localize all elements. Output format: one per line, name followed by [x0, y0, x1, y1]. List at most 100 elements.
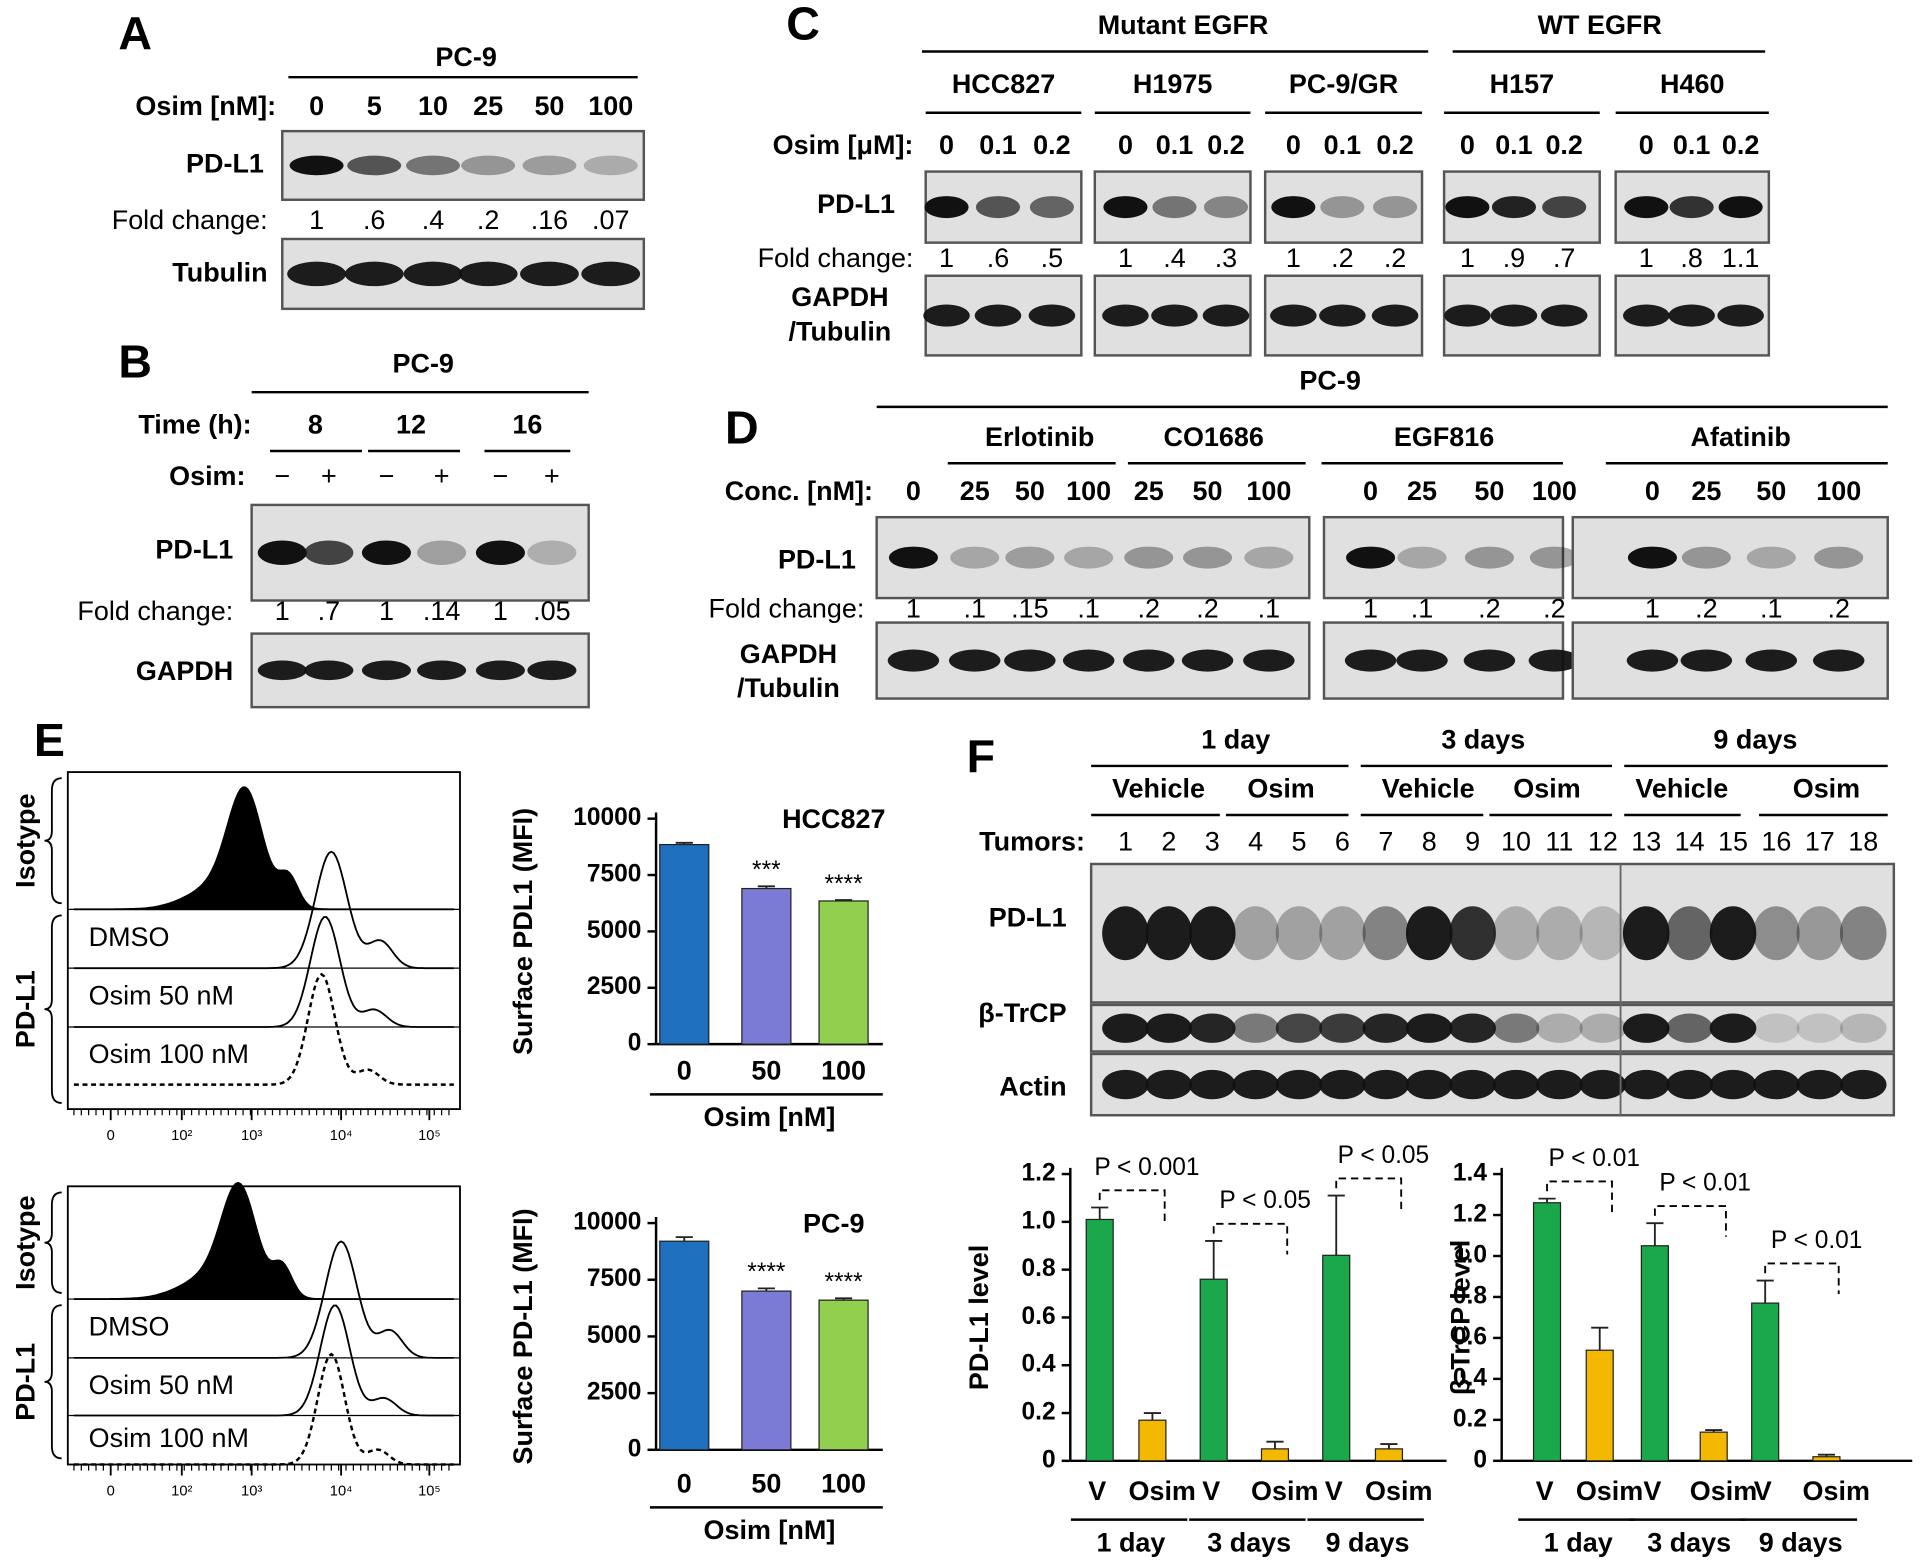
band	[1203, 196, 1248, 219]
label: 0	[1118, 130, 1133, 160]
x-tick-label: V	[1088, 1476, 1106, 1506]
band	[287, 261, 347, 287]
band	[1319, 1069, 1366, 1100]
label: 0	[906, 476, 921, 506]
label: Fold change:	[77, 596, 233, 626]
band	[888, 546, 938, 569]
y-tick-label: 0.8	[1453, 1282, 1487, 1309]
label: PD-L1	[817, 189, 895, 219]
band	[1275, 1069, 1323, 1100]
histogram-curve	[73, 1240, 454, 1359]
annotation: P < 0.01	[1659, 1169, 1751, 1196]
label: 0.1	[1324, 130, 1361, 160]
histogram-curve	[73, 916, 454, 1028]
label: 16	[512, 410, 542, 440]
label: GAPDH	[791, 282, 888, 312]
x-tick-label: V	[1643, 1476, 1661, 1506]
band	[1624, 196, 1669, 219]
label: 10²	[171, 1128, 192, 1144]
band	[417, 660, 467, 681]
label: Osim	[1247, 774, 1314, 804]
band	[475, 660, 525, 681]
band	[458, 261, 518, 287]
bar	[741, 887, 792, 1045]
band	[1449, 906, 1496, 961]
annotation: P < 0.01	[1771, 1227, 1863, 1254]
label: 15	[1718, 826, 1748, 856]
label: .7	[318, 596, 340, 626]
band	[1666, 906, 1713, 961]
label: Osim [μM]:	[773, 130, 914, 160]
label: Osim 100 nM	[89, 1039, 249, 1069]
band	[1681, 546, 1731, 569]
label: 100	[1246, 476, 1291, 506]
label: 100	[1816, 476, 1861, 506]
label: 16	[1761, 826, 1791, 856]
histogram-curve	[73, 1304, 454, 1417]
label: 5	[1292, 826, 1307, 856]
band	[304, 660, 354, 681]
label: 1	[906, 593, 921, 623]
label: 9	[1465, 826, 1480, 856]
label: .4	[422, 205, 444, 235]
band	[347, 155, 402, 176]
bar	[1812, 1456, 1841, 1462]
label: 1 day	[1201, 725, 1270, 755]
y-tick-label: 7500	[587, 860, 642, 887]
panel-label: C	[786, 0, 820, 49]
band	[1405, 1013, 1453, 1043]
band	[1362, 1069, 1410, 1100]
error-bar	[675, 1236, 693, 1242]
label: .6	[363, 205, 385, 235]
label: 0	[1286, 130, 1301, 160]
label: H1975	[1133, 69, 1212, 99]
label: 10²	[171, 1483, 192, 1499]
label: .2	[1543, 593, 1565, 623]
y-tick-label: 0.4	[1022, 1351, 1056, 1378]
significance-bracket	[1098, 1189, 1166, 1221]
band	[1814, 546, 1864, 569]
label: Isotype	[10, 794, 40, 888]
band	[1540, 304, 1588, 327]
panel-label: A	[118, 7, 152, 59]
y-tick-label: 10000	[573, 1209, 641, 1236]
band	[1444, 304, 1491, 327]
bar	[1260, 1448, 1290, 1462]
band	[1796, 906, 1844, 961]
band	[948, 649, 1001, 672]
error-bar	[757, 1287, 775, 1292]
y-tick-label: 0	[628, 1435, 642, 1462]
label: 0	[107, 1483, 115, 1499]
band	[1753, 1013, 1800, 1043]
label: 50	[1474, 476, 1504, 506]
label: 1	[1363, 593, 1378, 623]
label: Tumors:	[979, 826, 1085, 856]
label: DMSO	[89, 922, 170, 952]
y-tick-label: 0	[1042, 1446, 1056, 1473]
band	[1753, 906, 1800, 961]
annotation: P < 0.05	[1338, 1142, 1430, 1169]
label: 10⁴	[330, 1128, 353, 1144]
error-bar	[834, 1297, 853, 1301]
band	[1709, 906, 1757, 961]
chart-title: HCC827	[782, 804, 885, 834]
bar	[1751, 1302, 1780, 1462]
y-tick-label: 0	[1473, 1446, 1487, 1473]
blot	[250, 503, 590, 602]
label: Vehicle	[1382, 774, 1475, 804]
label: 50	[534, 91, 564, 121]
significance: ****	[825, 1269, 864, 1296]
band	[1579, 1013, 1627, 1043]
label: .7	[1553, 243, 1575, 273]
label: 10⁵	[418, 1128, 440, 1144]
label: .1	[1760, 593, 1782, 623]
band	[1102, 906, 1149, 961]
y-tick-label: 1.0	[1022, 1207, 1056, 1234]
band	[1669, 196, 1714, 219]
y-tick-label: 1.2	[1453, 1200, 1487, 1227]
y-tick-label: 2500	[587, 1379, 642, 1406]
band	[1623, 304, 1670, 327]
label: 100	[1532, 476, 1577, 506]
label: 1	[309, 205, 324, 235]
